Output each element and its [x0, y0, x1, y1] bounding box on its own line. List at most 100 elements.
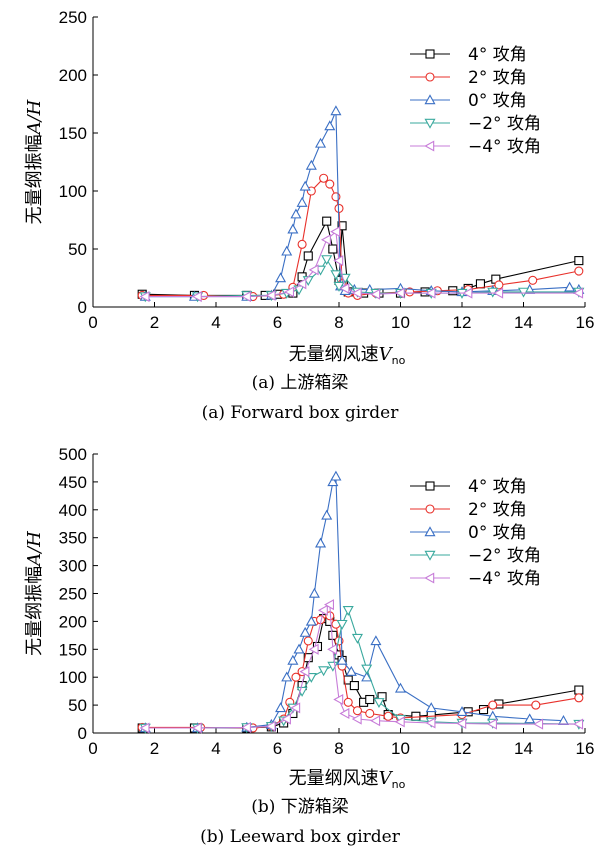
data-point-m4deg [317, 604, 328, 616]
series-m4deg [139, 226, 584, 303]
data-point-m4deg [493, 287, 504, 299]
data-point-2deg [365, 708, 375, 719]
series-2deg [137, 611, 584, 733]
data-point-4deg [475, 279, 486, 289]
data-point-m4deg [425, 717, 436, 729]
legend-marker-m2deg [424, 118, 436, 129]
legend: 4° 攻角 2° 攻角 0° 攻角 −2° 攻角 −4° 攻角 [410, 45, 541, 157]
y-tick-label: 0 [78, 724, 87, 743]
series-line-m2deg [145, 608, 579, 729]
data-point-m4deg [139, 291, 150, 303]
legend-marker-2deg [425, 72, 435, 82]
series-4deg [137, 216, 584, 300]
data-point-m4deg [573, 287, 584, 299]
y-tick-label: 100 [59, 668, 87, 687]
data-point-m4deg [487, 718, 497, 730]
chart-panel-a: 0 2 4 6 8 10 12 14 16 0 50 100 150 200 250 无量纲风速Vno 无量纲振… [24, 8, 594, 423]
x-tick-label: 0 [88, 739, 97, 758]
data-point-4deg [574, 685, 584, 695]
data-point-m4deg [280, 713, 291, 725]
data-point-m2deg [318, 666, 330, 677]
data-point-0deg [296, 196, 308, 207]
data-point-m2deg [336, 619, 348, 630]
data-point-2deg [574, 266, 584, 276]
data-point-0deg [315, 537, 327, 548]
data-point-m4deg [351, 287, 362, 299]
data-point-m4deg [308, 643, 319, 655]
x-tick-label: 6 [273, 739, 282, 758]
data-point-m2deg [330, 270, 342, 281]
data-point-m4deg [339, 707, 350, 720]
data-point-0deg [315, 137, 327, 148]
data-point-0deg [524, 713, 536, 724]
data-point-0deg [336, 654, 348, 665]
data-point-4deg [349, 681, 359, 691]
data-point-2deg [383, 711, 393, 721]
data-point-0deg [293, 643, 305, 654]
data-point-0deg [330, 105, 342, 116]
data-point-m4deg [191, 722, 202, 734]
data-point-m4deg [241, 291, 251, 303]
series-line-m4deg [145, 230, 579, 298]
y-tick-label: 250 [59, 8, 87, 27]
data-point-4deg [303, 653, 313, 663]
legend-label-2deg: 2° 攻角 [468, 68, 527, 88]
data-point-m4deg [241, 721, 251, 733]
data-point-2deg [405, 287, 415, 297]
series-2deg [137, 173, 584, 302]
data-point-m2deg [351, 633, 363, 644]
data-point-m4deg [265, 720, 276, 732]
legend-marker-2deg [425, 504, 435, 514]
data-point-m4deg [370, 715, 381, 727]
x-tick-label: 12 [453, 313, 472, 332]
legend-label-2deg: 2° 攻角 [468, 500, 527, 520]
y-tick-label: 50 [68, 240, 87, 259]
series-0deg [139, 105, 585, 301]
x-tick-label: 6 [273, 313, 282, 332]
data-point-m4deg [394, 716, 405, 728]
data-point-0deg [275, 272, 287, 283]
data-point-0deg [327, 476, 339, 487]
x-tick-label: 2 [150, 313, 159, 332]
data-point-m2deg [517, 287, 530, 298]
data-point-0deg [456, 706, 468, 717]
caption-cn: (b) 下游箱梁 [251, 797, 349, 817]
data-point-0deg [287, 223, 299, 234]
data-point-0deg [299, 626, 311, 637]
data-point-m4deg [139, 722, 150, 734]
series-line-2deg [142, 177, 580, 298]
series-line-4deg [142, 219, 580, 296]
legend-label-4deg: 4° 攻角 [468, 45, 527, 65]
data-point-m4deg [324, 599, 335, 611]
x-tick-label: 14 [514, 739, 533, 758]
x-axis-label-var: V [379, 768, 394, 789]
data-point-0deg [321, 509, 333, 520]
x-tick-label: 14 [514, 313, 533, 332]
chart-panel-b: 0 2 4 6 8 10 12 14 16 0 50 100 150 200 250 300 350 400 450… [24, 445, 594, 847]
y-tick-label: 200 [59, 66, 87, 85]
data-point-0deg [299, 180, 311, 191]
data-point-4deg [365, 694, 375, 705]
data-point-m4deg [573, 718, 584, 730]
y-axis-label: 无量纲振幅A/H [24, 99, 45, 224]
legend-label-0deg: 0° 攻角 [468, 523, 527, 543]
data-point-m2deg [361, 664, 373, 675]
legend-label-m4deg: −4° 攻角 [468, 569, 541, 589]
data-point-0deg [361, 671, 373, 682]
x-axis-label-sub: no [392, 778, 406, 791]
data-point-0deg [281, 245, 293, 256]
y-tick-label: 0 [78, 298, 87, 317]
data-point-m4deg [351, 713, 362, 725]
data-point-m4deg [333, 255, 344, 267]
data-point-m4deg [191, 291, 202, 303]
data-point-0deg [305, 615, 317, 626]
data-point-m4deg [333, 693, 344, 706]
data-point-m4deg [284, 286, 295, 298]
data-point-4deg [322, 216, 332, 226]
legend-marker-m2deg [424, 550, 436, 561]
x-tick-label: 8 [334, 739, 343, 758]
legend-marker-m4deg [424, 140, 435, 152]
legend-label-m4deg: −4° 攻角 [468, 137, 541, 157]
data-point-m4deg [456, 717, 467, 730]
